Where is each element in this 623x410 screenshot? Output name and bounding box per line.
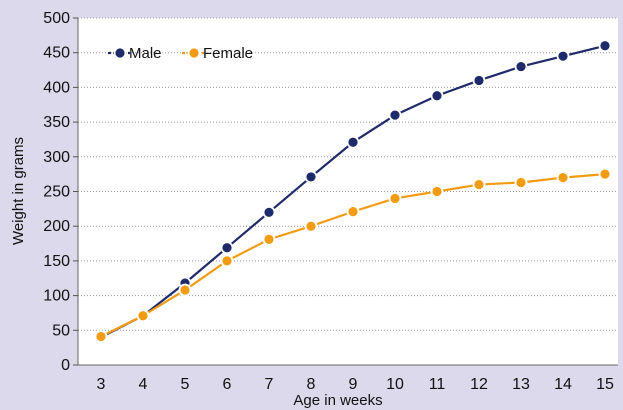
x-tick-label: 8: [307, 376, 316, 393]
x-tick-label: 13: [512, 376, 530, 393]
data-point: [556, 49, 570, 63]
x-tick-label: 3: [97, 376, 106, 393]
data-point: [514, 176, 528, 189]
data-point: [346, 135, 360, 149]
legend: Male Female: [108, 45, 253, 62]
y-tick-label: 500: [43, 10, 70, 27]
x-axis-title: Age in weeks: [293, 392, 382, 409]
x-tick-label: 4: [139, 376, 148, 393]
y-tick-label: 450: [43, 45, 70, 62]
data-point: [556, 171, 570, 185]
data-point: [472, 74, 486, 87]
legend-swatch-marker: [187, 46, 201, 60]
series-female: [94, 167, 612, 343]
y-tick-label: 0: [61, 357, 70, 374]
data-point: [262, 205, 276, 219]
x-tick-label: 9: [349, 376, 358, 393]
x-tick-label: 11: [429, 376, 446, 393]
y-tick-label: 250: [43, 184, 70, 201]
y-axis-ticks: 0 50 100 150 200 250 300 350 400 450 500: [43, 10, 618, 374]
x-tick-label: 7: [265, 376, 274, 393]
y-tick-label: 50: [52, 322, 70, 339]
x-tick-label: 6: [223, 376, 232, 393]
data-point: [598, 167, 612, 181]
x-tick-label: 5: [181, 376, 190, 393]
data-point: [388, 108, 402, 122]
x-tick-label: 12: [470, 376, 488, 393]
data-point: [304, 219, 318, 233]
data-point: [388, 192, 402, 205]
data-point: [304, 170, 318, 184]
data-point: [430, 89, 444, 103]
data-point: [220, 241, 234, 255]
y-tick-label: 150: [43, 253, 70, 270]
x-tick-label: 14: [554, 376, 572, 393]
y-tick-label: 350: [43, 114, 70, 131]
x-axis-ticks: 3 4 5 6 7 8 9 10 11 12 13 14 15: [97, 376, 614, 393]
data-point: [472, 178, 486, 191]
y-tick-label: 200: [43, 218, 70, 235]
data-point: [598, 39, 612, 53]
data-point: [94, 330, 108, 343]
y-axis-title: Weight in grams: [10, 137, 27, 245]
legend-label: Female: [203, 45, 253, 62]
data-point: [220, 254, 234, 268]
data-point: [346, 205, 360, 219]
data-point: [136, 309, 150, 323]
data-point: [178, 283, 192, 297]
y-tick-label: 100: [43, 288, 70, 305]
x-tick-label: 10: [386, 376, 404, 393]
data-point: [430, 185, 444, 198]
series-layer: [94, 39, 612, 344]
y-tick-label: 400: [43, 79, 70, 96]
data-point: [262, 232, 276, 246]
x-tick-label: 15: [596, 376, 614, 393]
legend-item-male: Male: [108, 45, 162, 62]
legend-label: Male: [129, 45, 162, 62]
legend-swatch-marker: [113, 46, 127, 60]
data-point: [514, 60, 528, 73]
legend-item-female: Female: [182, 45, 253, 62]
y-tick-label: 300: [43, 149, 70, 166]
gridlines: [78, 17, 618, 331]
